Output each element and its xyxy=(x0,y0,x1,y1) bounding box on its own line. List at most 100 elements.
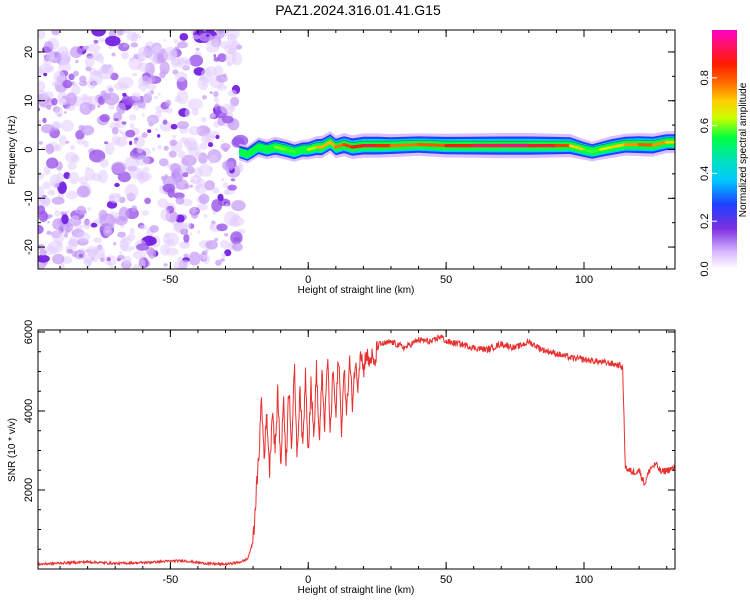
noise-blob xyxy=(52,122,61,131)
noise-blob xyxy=(196,125,211,137)
noise-blob xyxy=(51,30,61,36)
spectrogram-y-tick-label: 10 xyxy=(23,95,35,107)
noise-blob xyxy=(82,46,86,51)
noise-blob xyxy=(137,101,146,109)
noise-blob xyxy=(196,203,209,211)
noise-blob xyxy=(194,167,203,179)
noise-blob xyxy=(56,172,64,183)
noise-blob xyxy=(213,54,217,58)
noise-blob xyxy=(217,53,227,63)
noise-blob xyxy=(224,233,229,237)
noise-blobs xyxy=(38,30,249,269)
noise-blob xyxy=(93,39,99,44)
noise-blob xyxy=(113,118,119,122)
noise-blob xyxy=(162,119,168,125)
signal-core-segment xyxy=(416,143,448,148)
noise-blob xyxy=(209,112,216,118)
signal-band-3 xyxy=(239,137,675,159)
noise-blob xyxy=(177,150,186,159)
noise-blob xyxy=(113,82,128,91)
noise-blob xyxy=(174,172,183,183)
noise-blob xyxy=(227,89,237,97)
signal-trace xyxy=(239,131,675,164)
noise-blob xyxy=(155,110,162,118)
noise-blob xyxy=(227,184,237,191)
noise-blob xyxy=(137,62,150,72)
noise-blob xyxy=(91,30,106,37)
spectrogram-y-label: Frequency (Hz) xyxy=(7,116,18,185)
noise-blob xyxy=(39,195,48,205)
noise-blob xyxy=(72,70,79,77)
signal-core-segment xyxy=(350,143,366,149)
noise-blob xyxy=(131,92,142,102)
noise-blob xyxy=(144,197,152,204)
noise-blob xyxy=(225,203,229,207)
noise-blob xyxy=(230,96,240,107)
colorbar-ticks: 0.0 0.2 0.4 0.6 0.8 xyxy=(699,70,717,277)
noise-blob xyxy=(84,56,95,68)
noise-blob xyxy=(42,181,52,190)
noise-blob xyxy=(184,183,190,190)
noise-blob xyxy=(212,186,220,194)
colorbar: 0.0 0.2 0.4 0.6 0.8 Normalized spectral ampl… xyxy=(699,30,749,277)
noise-blob xyxy=(206,33,210,38)
colorbar-tick-label: 0.0 xyxy=(699,261,711,276)
noise-blob xyxy=(229,216,245,227)
spectrogram-x-label: Height of straight line (km) xyxy=(298,285,415,296)
noise-blob xyxy=(209,223,214,229)
noise-blob xyxy=(81,103,87,109)
noise-blob xyxy=(108,87,114,93)
noise-blob xyxy=(129,140,133,146)
noise-blob xyxy=(209,91,213,95)
noise-blob xyxy=(207,142,214,148)
noise-blob xyxy=(52,229,65,244)
noise-blob xyxy=(194,209,199,212)
noise-blob xyxy=(182,230,189,235)
noise-blob xyxy=(198,193,210,205)
noise-blob xyxy=(142,166,150,172)
noise-blob xyxy=(190,179,196,184)
noise-blob xyxy=(38,185,45,197)
noise-blob xyxy=(206,44,220,53)
noise-blob xyxy=(117,231,126,238)
colorbar-tick-label: 0.4 xyxy=(699,166,711,181)
chart-title: PAZ1.2024.316.01.41.G15 xyxy=(275,2,441,18)
signal-core-segment xyxy=(284,148,296,154)
noise-blob xyxy=(61,214,69,225)
noise-blob xyxy=(146,91,153,97)
noise-blob xyxy=(55,106,64,118)
snr-plot-area xyxy=(38,334,675,567)
noise-blob xyxy=(183,253,189,258)
noise-blob xyxy=(195,152,201,159)
noise-blob xyxy=(98,70,103,75)
noise-blob xyxy=(197,75,209,91)
signal-edge-line xyxy=(239,137,675,151)
spectrogram-x-tick-label: 0 xyxy=(305,274,311,286)
noise-blob xyxy=(65,190,78,200)
noise-blob xyxy=(109,265,115,269)
snr-y-tick-label: 6000 xyxy=(23,320,35,344)
noise-blob xyxy=(38,30,46,40)
noise-blob xyxy=(216,223,228,232)
noise-blob xyxy=(170,123,178,130)
noise-blob xyxy=(122,43,128,48)
noise-blob xyxy=(177,256,183,263)
snr-x-tick-label: -50 xyxy=(162,574,178,586)
noise-blob xyxy=(141,113,145,117)
noise-blob xyxy=(82,254,95,264)
noise-blob xyxy=(115,136,128,147)
noise-blob xyxy=(57,181,67,195)
noise-blob xyxy=(38,205,46,216)
signal-core-segment xyxy=(568,144,586,151)
signal-core-segment xyxy=(610,143,627,149)
noise-blob xyxy=(200,116,207,123)
noise-blob xyxy=(236,165,245,172)
noise-blob xyxy=(177,41,189,49)
noise-blob xyxy=(194,184,201,190)
noise-blob xyxy=(152,147,156,152)
noise-blob xyxy=(38,119,42,124)
noise-blob xyxy=(122,92,127,97)
signal-core-segment xyxy=(265,145,277,151)
noise-blob xyxy=(222,73,227,78)
